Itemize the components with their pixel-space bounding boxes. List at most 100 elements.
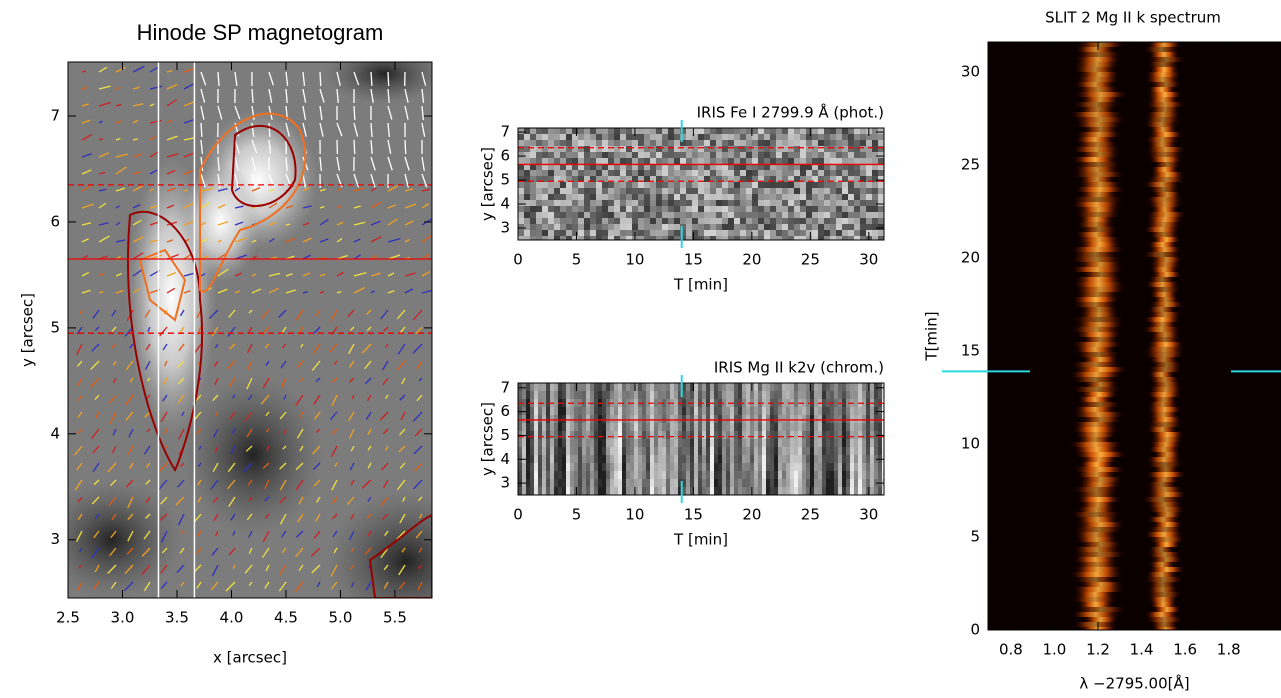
image-pixel xyxy=(608,158,614,164)
image-pixel xyxy=(694,383,698,391)
image-pixel xyxy=(626,487,630,495)
image-pixel xyxy=(686,182,692,188)
vector-arrow xyxy=(312,343,321,355)
image-pixel xyxy=(638,391,642,399)
image-pixel xyxy=(726,439,730,447)
image-pixel xyxy=(746,415,750,423)
spectral-band xyxy=(1151,272,1182,277)
image-pixel xyxy=(824,140,830,146)
image-pixel xyxy=(558,423,562,431)
image-pixel xyxy=(742,423,746,431)
image-pixel xyxy=(572,218,578,224)
image-pixel xyxy=(758,479,762,487)
image-pixel xyxy=(634,439,638,447)
image-pixel xyxy=(554,188,560,194)
image-pixel xyxy=(834,415,838,423)
vector-arrow xyxy=(111,513,117,521)
image-pixel xyxy=(578,140,584,146)
image-pixel xyxy=(638,152,644,158)
image-pixel xyxy=(632,194,638,200)
image-pixel xyxy=(854,479,858,487)
image-pixel xyxy=(794,146,800,152)
image-pixel xyxy=(674,176,680,182)
image-pixel xyxy=(866,479,870,487)
image-pixel xyxy=(878,188,884,194)
image-pixel xyxy=(596,236,602,240)
image-pixel xyxy=(530,447,534,455)
image-pixel xyxy=(608,176,614,182)
image-pixel xyxy=(728,170,734,176)
image-pixel xyxy=(530,158,536,164)
image-pixel xyxy=(562,383,566,391)
spectral-band xyxy=(1147,462,1183,467)
vector-arrow xyxy=(350,513,355,520)
image-pixel xyxy=(668,164,674,170)
image-pixel xyxy=(538,439,542,447)
spectral-band xyxy=(1079,227,1118,232)
vector-arrow xyxy=(163,428,168,434)
vector-arrow xyxy=(200,139,204,154)
image-pixel xyxy=(846,415,850,423)
vector-arrow xyxy=(313,411,321,420)
image-pixel xyxy=(622,471,626,479)
image-pixel xyxy=(728,152,734,158)
image-pixel xyxy=(842,479,846,487)
image-pixel xyxy=(608,200,614,206)
image-pixel xyxy=(692,128,698,134)
image-pixel xyxy=(598,447,602,455)
image-pixel xyxy=(764,146,770,152)
image-pixel xyxy=(582,423,586,431)
image-pixel xyxy=(610,391,614,399)
image-pixel xyxy=(762,447,766,455)
image-pixel xyxy=(606,415,610,423)
spectral-band xyxy=(1075,212,1121,217)
image-pixel xyxy=(728,134,734,140)
image-pixel xyxy=(790,431,794,439)
image-pixel xyxy=(776,182,782,188)
image-pixel xyxy=(862,471,866,479)
image-pixel xyxy=(578,146,584,152)
image-pixel xyxy=(702,431,706,439)
spectral-band xyxy=(1072,252,1119,257)
spectral-band xyxy=(1150,172,1185,177)
image-pixel xyxy=(566,140,572,146)
vector-arrow xyxy=(115,221,121,226)
image-pixel xyxy=(746,447,750,455)
vector-arrow xyxy=(421,173,428,188)
image-pixel xyxy=(680,182,686,188)
x-tick-label: 15 xyxy=(684,506,703,524)
image-pixel xyxy=(814,487,818,495)
image-pixel xyxy=(854,140,860,146)
image-pixel xyxy=(546,455,550,463)
image-pixel xyxy=(722,479,726,487)
image-pixel xyxy=(530,230,536,236)
vector-arrow xyxy=(397,360,406,371)
image-pixel xyxy=(830,423,834,431)
spectral-band xyxy=(1148,247,1181,252)
image-pixel xyxy=(848,164,854,170)
image-pixel xyxy=(598,383,602,391)
image-pixel xyxy=(866,383,870,391)
image-pixel xyxy=(560,212,566,218)
image-pixel xyxy=(716,236,722,240)
image-pixel xyxy=(754,471,758,479)
image-pixel xyxy=(680,224,686,230)
image-pixel xyxy=(650,423,654,431)
image-pixel xyxy=(572,158,578,164)
image-pixel xyxy=(584,206,590,212)
vector-arrow xyxy=(228,377,236,388)
vector-arrow xyxy=(330,309,338,322)
image-pixel xyxy=(554,176,560,182)
image-pixel xyxy=(682,439,686,447)
image-pixel xyxy=(818,415,822,423)
image-pixel xyxy=(802,487,806,495)
vector-arrow xyxy=(81,184,92,192)
spectral-band xyxy=(1149,357,1179,362)
image-pixel xyxy=(518,391,522,399)
image-pixel xyxy=(716,152,722,158)
image-pixel xyxy=(574,415,578,423)
image-pixel xyxy=(752,134,758,140)
image-pixel xyxy=(704,212,710,218)
spectral-band xyxy=(1077,492,1117,497)
image-pixel xyxy=(830,391,834,399)
